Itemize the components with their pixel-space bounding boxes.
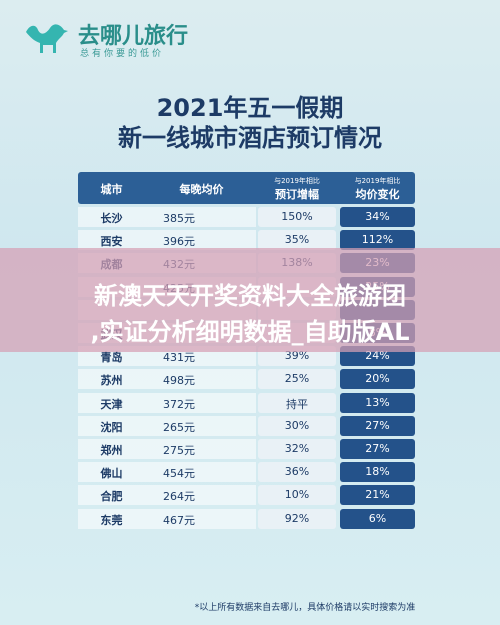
pill-price xyxy=(340,415,415,436)
column-header: 城市 xyxy=(100,183,123,196)
cell: 454元 xyxy=(163,467,195,481)
pill-price xyxy=(340,508,415,529)
pill-booking xyxy=(258,462,336,483)
cell: 21% xyxy=(365,488,390,502)
row-bg xyxy=(78,230,256,251)
pill-booking xyxy=(258,392,336,413)
column-subheader: 与2019年相比 xyxy=(274,177,320,185)
cell: 112% xyxy=(361,233,394,247)
cell: 264元 xyxy=(163,490,195,504)
pill-price xyxy=(340,207,415,227)
column-header: 均价变化 xyxy=(355,188,400,201)
pill-booking xyxy=(258,508,336,529)
pill-price xyxy=(340,439,415,459)
cell: 396元 xyxy=(163,235,195,249)
cell: 东莞 xyxy=(100,513,123,527)
cell: 36% xyxy=(284,465,310,479)
overlay-line1: 新澳天天开奖资料大全旅游团 xyxy=(94,282,406,310)
row-bg xyxy=(78,207,256,227)
row-bg xyxy=(78,392,256,413)
cell: 青岛 xyxy=(100,351,123,365)
pill-booking xyxy=(258,415,336,436)
pill-price xyxy=(340,369,415,390)
cell: 275元 xyxy=(163,444,195,457)
brand: 去哪儿旅行 xyxy=(78,24,189,49)
cell: 385元 xyxy=(163,212,195,225)
pill-booking xyxy=(258,207,336,227)
cell: 10% xyxy=(284,488,310,502)
cell: 24% xyxy=(365,349,390,363)
cell: 18% xyxy=(365,465,390,479)
cell: 合肥 xyxy=(100,490,123,504)
cell: 265元 xyxy=(163,420,195,434)
logo-camel xyxy=(26,24,68,53)
row-bg xyxy=(78,485,256,506)
pill-booking xyxy=(258,230,336,251)
cell: 32% xyxy=(284,442,310,455)
slogan: 总有你要的低价 xyxy=(80,49,165,59)
cell: 西安 xyxy=(100,235,123,249)
pill-booking xyxy=(258,485,336,506)
pill-price xyxy=(340,392,415,413)
cell: 6% xyxy=(368,511,387,525)
cell: 92% xyxy=(284,511,310,525)
cell: 25% xyxy=(284,372,310,386)
cell: 持平 xyxy=(286,397,308,411)
cell: 20% xyxy=(365,372,390,386)
cell: 佛山 xyxy=(100,467,123,481)
column-header: 每晚均价 xyxy=(179,183,224,196)
cell: 467元 xyxy=(163,513,195,527)
cell: 35% xyxy=(284,233,310,247)
cell: 天津 xyxy=(100,397,123,411)
footnote: *以上所有数据来自去哪儿，具体价格请以实时搜索为准 xyxy=(194,603,416,613)
cell: 郑州 xyxy=(100,444,123,457)
cell: 372元 xyxy=(163,397,195,411)
cell: 431元 xyxy=(163,351,195,365)
cell: 39% xyxy=(284,349,310,363)
title-line2: 新一线城市酒店预订情况 xyxy=(118,124,382,152)
cell: 150% xyxy=(281,210,313,223)
row-bg xyxy=(78,369,256,390)
cell: 沈阳 xyxy=(100,420,123,434)
row-bg xyxy=(78,415,256,436)
cell: 498元 xyxy=(163,374,195,388)
pill-price xyxy=(340,462,415,483)
row-bg xyxy=(78,439,256,459)
column-header: 预订增幅 xyxy=(275,188,319,201)
column-subheader: 与2019年相比 xyxy=(354,177,401,185)
pill-booking xyxy=(258,439,336,459)
title-line1: 2021年五一假期 xyxy=(156,94,344,122)
cell: 27% xyxy=(365,442,390,455)
cell: 34% xyxy=(365,210,390,223)
cell: 30% xyxy=(284,418,310,432)
row-bg xyxy=(78,462,256,483)
cell: 苏州 xyxy=(100,374,123,388)
pill-booking xyxy=(258,369,336,390)
pill-price xyxy=(340,485,415,506)
overlay-line2: ,实证分析细明数据_自助版AL xyxy=(90,318,410,346)
cell: 13% xyxy=(365,395,390,409)
cell: 长沙 xyxy=(100,212,123,225)
overlay-band xyxy=(0,248,500,352)
cell: 27% xyxy=(365,418,390,432)
header-bg xyxy=(78,172,415,204)
pill-price xyxy=(340,230,415,251)
row-bg xyxy=(78,508,256,529)
